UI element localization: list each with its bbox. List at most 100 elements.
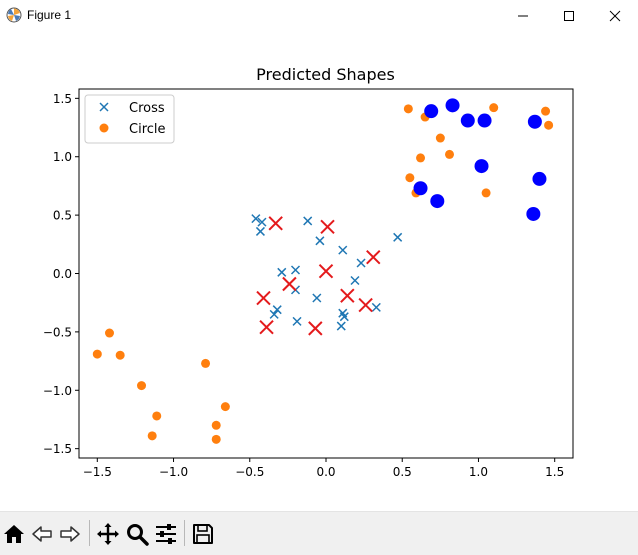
circle-point bbox=[147, 431, 157, 441]
zoom-icon bbox=[127, 524, 149, 546]
predicted-cross-point bbox=[282, 276, 297, 292]
predicted-circle-point bbox=[532, 171, 547, 186]
predicted-circle-point bbox=[424, 104, 439, 119]
close-icon bbox=[609, 10, 621, 21]
x-tick-label: 1.0 bbox=[469, 465, 488, 479]
circle-point bbox=[541, 106, 551, 116]
circle-point bbox=[211, 420, 221, 430]
legend-circle-marker bbox=[99, 123, 109, 133]
data-marks bbox=[92, 98, 554, 444]
legend-cross-marker bbox=[99, 102, 109, 112]
predicted-cross-point bbox=[318, 263, 334, 279]
circle-point bbox=[201, 358, 211, 368]
predicted-circle-point bbox=[477, 113, 492, 128]
x-axis: −1.5 −1.0 −0.5 0.0 0.5 1.0 1.5 bbox=[83, 458, 564, 479]
predicted-cross-point bbox=[366, 249, 381, 265]
home-icon bbox=[4, 525, 24, 543]
y-tick-label: 0.0 bbox=[53, 267, 72, 281]
circle-point bbox=[104, 328, 114, 338]
back-icon bbox=[32, 526, 52, 542]
circle-point bbox=[405, 173, 415, 183]
circle-point bbox=[220, 402, 230, 412]
y-tick-label: 1.5 bbox=[53, 92, 72, 106]
save-button[interactable] bbox=[189, 520, 217, 548]
predicted-cross-point bbox=[308, 321, 323, 336]
toolbar-separator bbox=[184, 520, 185, 546]
cross-point bbox=[338, 245, 348, 255]
predicted-cross-point bbox=[259, 320, 274, 335]
x-tick-label: 0.0 bbox=[316, 465, 335, 479]
window-titlebar: Figure 1 bbox=[0, 0, 638, 31]
minimize-icon bbox=[518, 15, 528, 16]
close-button[interactable] bbox=[592, 0, 638, 31]
predicted-circle-point bbox=[474, 159, 489, 174]
maximize-button[interactable] bbox=[546, 0, 592, 31]
cross-point bbox=[336, 321, 346, 331]
y-tick-label: 0.5 bbox=[53, 209, 72, 223]
cross-point bbox=[257, 217, 267, 227]
x-tick-label: −0.5 bbox=[235, 465, 264, 479]
cross-point bbox=[290, 265, 301, 275]
circle-point bbox=[115, 350, 125, 360]
cross-point bbox=[350, 275, 360, 286]
circle-point bbox=[489, 103, 499, 113]
circle-point bbox=[137, 381, 147, 391]
predicted-circle-point bbox=[445, 98, 460, 113]
predicted-circle-point bbox=[460, 113, 475, 128]
predicted-cross-point bbox=[256, 290, 271, 306]
legend: Cross Circle bbox=[84, 94, 175, 144]
cross-point bbox=[272, 305, 282, 315]
minimize-button[interactable] bbox=[500, 0, 546, 31]
window-title: Figure 1 bbox=[27, 8, 72, 22]
circle-point bbox=[416, 153, 426, 163]
pan-button[interactable] bbox=[94, 520, 122, 548]
zoom-button[interactable] bbox=[123, 520, 151, 548]
y-tick-label: −0.5 bbox=[43, 325, 72, 339]
forward-icon bbox=[60, 526, 80, 542]
circle-point bbox=[403, 104, 413, 114]
y-axis: 1.5 1.0 0.5 0.0 −0.5 −1.0 −1.5 bbox=[43, 92, 79, 456]
cross-point bbox=[255, 226, 265, 236]
pan-icon bbox=[97, 523, 119, 545]
x-tick-label: −1.0 bbox=[159, 465, 188, 479]
cross-point bbox=[339, 312, 349, 322]
chart-title: Predicted Shapes bbox=[256, 65, 395, 84]
figure-canvas[interactable]: Predicted Shapes −1.5 −1.0 −0.5 0.0 0.5 1.0 1.… bbox=[0, 31, 638, 511]
predicted-cross-point bbox=[340, 288, 355, 303]
x-tick-label: −1.5 bbox=[83, 465, 112, 479]
cross-point bbox=[303, 216, 313, 226]
matplotlib-icon bbox=[6, 7, 22, 23]
cross-point bbox=[269, 309, 279, 319]
cross-point bbox=[312, 293, 322, 303]
circle-point bbox=[445, 149, 454, 159]
circle-point bbox=[544, 120, 554, 130]
predicted-circle-point bbox=[430, 194, 445, 209]
back-button[interactable] bbox=[28, 520, 56, 548]
cross-point bbox=[356, 258, 366, 268]
legend-circle-label: Circle bbox=[129, 122, 166, 137]
plot-area-frame bbox=[78, 88, 574, 459]
circle-point bbox=[435, 133, 445, 143]
predicted-circle-point bbox=[413, 181, 428, 196]
y-tick-label: −1.5 bbox=[43, 442, 72, 456]
cross-point bbox=[371, 302, 381, 312]
legend-cross-label: Cross bbox=[129, 101, 165, 116]
configure-subplots-icon bbox=[156, 524, 176, 544]
predicted-cross-point bbox=[358, 297, 373, 313]
cross-point bbox=[277, 267, 287, 277]
configure-subplots-button[interactable] bbox=[152, 520, 180, 548]
cross-point bbox=[251, 214, 261, 224]
predicted-cross-point bbox=[268, 216, 283, 231]
scatter-chart: Predicted Shapes −1.5 −1.0 −0.5 0.0 0.5 1.0 1.… bbox=[43, 65, 574, 479]
y-tick-label: −1.0 bbox=[43, 384, 72, 398]
toolbar-separator bbox=[89, 520, 90, 546]
cross-point bbox=[292, 316, 302, 326]
home-button[interactable] bbox=[0, 520, 28, 548]
x-tick-label: 1.5 bbox=[545, 465, 564, 479]
forward-button[interactable] bbox=[56, 520, 84, 548]
navigation-toolbar bbox=[0, 511, 638, 555]
circle-point bbox=[92, 349, 102, 359]
circle-point bbox=[211, 434, 221, 444]
maximize-icon bbox=[564, 10, 574, 21]
predicted-circle-point bbox=[526, 206, 541, 221]
